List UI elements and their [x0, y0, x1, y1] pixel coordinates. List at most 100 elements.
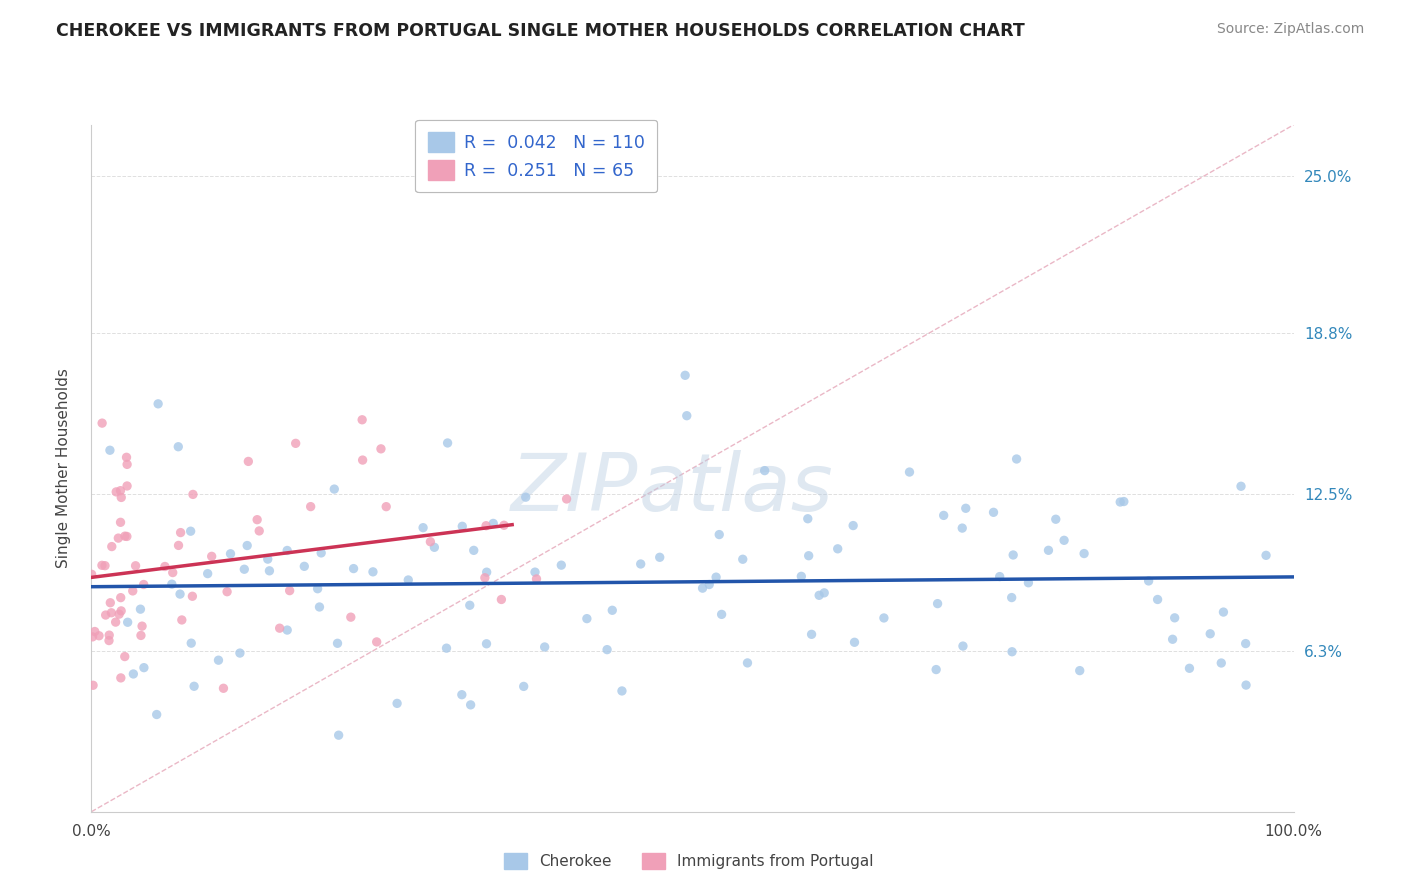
Point [533, 640, 555, 654]
Point [1045, 512, 1067, 526]
Text: atlas: atlas [638, 450, 834, 528]
Point [114, 649, 136, 664]
Point [124, 558, 146, 573]
Point [83, 624, 105, 639]
Point [754, 464, 776, 478]
Point [1254, 549, 1277, 563]
Point [117, 615, 139, 630]
Point [450, 688, 472, 702]
Point [90, 558, 112, 573]
Point [1073, 547, 1095, 561]
Point [475, 565, 498, 579]
Point [121, 583, 143, 598]
Point [927, 597, 949, 611]
Point [790, 569, 813, 583]
Point [82, 630, 104, 644]
Point [475, 518, 498, 533]
Point [704, 570, 727, 584]
Legend: R =  0.042   N = 110, R =  0.251   N = 65: R = 0.042 N = 110, R = 0.251 N = 65 [415, 120, 657, 192]
Point [114, 529, 136, 543]
Point [98, 596, 121, 610]
Point [247, 524, 270, 538]
Point [236, 539, 259, 553]
Point [844, 635, 866, 649]
Point [526, 572, 548, 586]
Point [1038, 543, 1060, 558]
Point [100, 606, 122, 620]
Point [169, 587, 191, 601]
Point [988, 569, 1011, 583]
Point [284, 436, 307, 450]
Point [328, 728, 350, 742]
Point [524, 565, 547, 579]
Point [342, 561, 364, 575]
Point [162, 566, 184, 580]
Point [229, 646, 252, 660]
Point [808, 588, 831, 602]
Point [145, 707, 167, 722]
Point [370, 442, 392, 456]
Point [132, 577, 155, 591]
Point [1001, 645, 1024, 659]
Point [1161, 632, 1184, 647]
Point [180, 636, 202, 650]
Point [98, 443, 121, 458]
Point [1137, 574, 1160, 588]
Point [983, 505, 1005, 519]
Point [309, 546, 332, 560]
Point [307, 582, 329, 596]
Point [1163, 611, 1185, 625]
Point [129, 628, 152, 642]
Point [375, 500, 398, 514]
Point [94, 558, 117, 573]
Point [673, 368, 696, 383]
Point [201, 549, 224, 564]
Point [98, 628, 121, 642]
Point [600, 603, 623, 617]
Y-axis label: Single Mother Households: Single Mother Households [56, 368, 70, 568]
Point [110, 516, 132, 530]
Point [463, 543, 485, 558]
Point [197, 566, 219, 581]
Point [1211, 656, 1233, 670]
Point [482, 516, 505, 531]
Point [492, 518, 515, 533]
Point [1109, 495, 1132, 509]
Point [366, 635, 388, 649]
Point [323, 482, 346, 496]
Point [278, 583, 301, 598]
Point [1069, 664, 1091, 678]
Point [115, 450, 138, 465]
Point [212, 681, 235, 696]
Text: ZIP: ZIP [510, 450, 638, 528]
Point [436, 436, 458, 450]
Point [1017, 575, 1039, 590]
Point [950, 521, 973, 535]
Point [276, 543, 298, 558]
Point [153, 559, 176, 574]
Point [180, 524, 202, 539]
Point [160, 577, 183, 591]
Point [797, 512, 820, 526]
Point [710, 607, 733, 622]
Point [115, 458, 138, 472]
Point [352, 453, 374, 467]
Point [813, 586, 835, 600]
Point [129, 602, 152, 616]
Point [842, 518, 865, 533]
Point [80, 567, 103, 582]
Point [122, 667, 145, 681]
Point [340, 610, 363, 624]
Point [1053, 533, 1076, 548]
Point [105, 484, 128, 499]
Point [436, 641, 458, 656]
Point [1230, 479, 1253, 493]
Point [107, 531, 129, 545]
Point [800, 627, 823, 641]
Point [932, 508, 955, 523]
Point [82, 678, 104, 692]
Point [98, 633, 121, 648]
Text: CHEROKEE VS IMMIGRANTS FROM PORTUGAL SINGLE MOTHER HOUSEHOLDS CORRELATION CHART: CHEROKEE VS IMMIGRANTS FROM PORTUGAL SIN… [56, 22, 1025, 40]
Point [737, 656, 759, 670]
Point [308, 599, 330, 614]
